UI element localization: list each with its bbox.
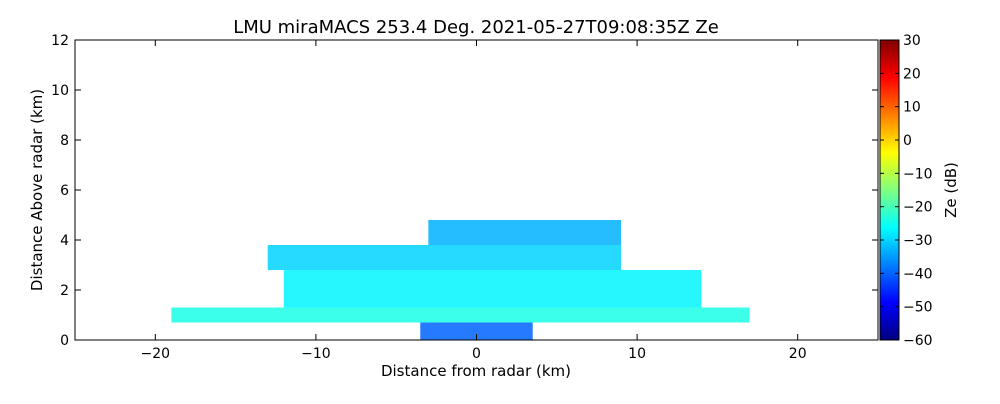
- colorbar-tick-label: 20: [903, 66, 921, 82]
- colorbar-tick-label: −10: [903, 166, 933, 182]
- plot-marks: [171, 220, 750, 340]
- reflectivity-region-5: [420, 322, 533, 340]
- reflectivity-region-4: [428, 220, 622, 245]
- colorbar-label: Ze (dB): [942, 162, 960, 218]
- colorbar-tick-label: −30: [903, 233, 933, 249]
- y-tick-label: 0: [60, 333, 69, 349]
- colorbar-ticks: 30 20 10 0 −10 −20 −30 −40 −50 −60: [880, 33, 933, 349]
- y-tick-label: 6: [60, 183, 69, 199]
- y-axis: 0 2 4 6 8 10 12: [51, 33, 878, 349]
- y-tick-label: 10: [51, 83, 69, 99]
- x-tick-label: 20: [789, 346, 807, 362]
- y-tick-label: 8: [60, 133, 69, 149]
- x-axis: −20 −10 0 10 20: [141, 40, 807, 362]
- y-tick-label: 12: [51, 33, 69, 49]
- reflectivity-region-2: [283, 270, 702, 308]
- colorbar-tick-label: 0: [903, 133, 912, 149]
- colorbar-tick-label: 30: [903, 33, 921, 49]
- colorbar-tick-label: −20: [903, 200, 933, 216]
- x-axis-label: Distance from radar (km): [381, 362, 571, 380]
- colorbar-tick-label: −60: [903, 333, 933, 349]
- colorbar: [879, 39, 900, 341]
- colorbar-tick-label: −50: [903, 300, 933, 316]
- reflectivity-region-3: [267, 245, 622, 270]
- chart-title: LMU miraMACS 253.4 Deg. 2021-05-27T09:08…: [233, 17, 719, 38]
- colorbar-tick-label: −40: [903, 266, 933, 282]
- x-tick-label: −10: [301, 346, 331, 362]
- y-tick-label: 4: [60, 233, 69, 249]
- x-tick-label: 0: [472, 346, 481, 362]
- x-tick-label: 10: [628, 346, 646, 362]
- reflectivity-region-1: [171, 307, 750, 323]
- colorbar-tick-label: 10: [903, 100, 921, 116]
- y-tick-label: 2: [60, 283, 69, 299]
- y-axis-label: Distance Above radar (km): [28, 89, 46, 291]
- x-tick-label: −20: [141, 346, 171, 362]
